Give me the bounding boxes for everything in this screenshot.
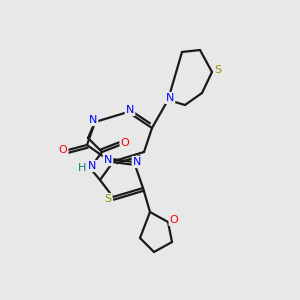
Text: S: S xyxy=(214,65,222,75)
Text: S: S xyxy=(104,194,112,204)
Text: N: N xyxy=(126,105,134,115)
Text: N: N xyxy=(166,93,174,103)
Text: H: H xyxy=(78,163,86,173)
Text: O: O xyxy=(58,145,68,155)
Text: O: O xyxy=(121,138,129,148)
Text: N: N xyxy=(88,161,96,171)
Text: N: N xyxy=(89,115,97,125)
Text: N: N xyxy=(104,155,112,165)
Text: N: N xyxy=(133,157,141,167)
Text: O: O xyxy=(169,215,178,225)
